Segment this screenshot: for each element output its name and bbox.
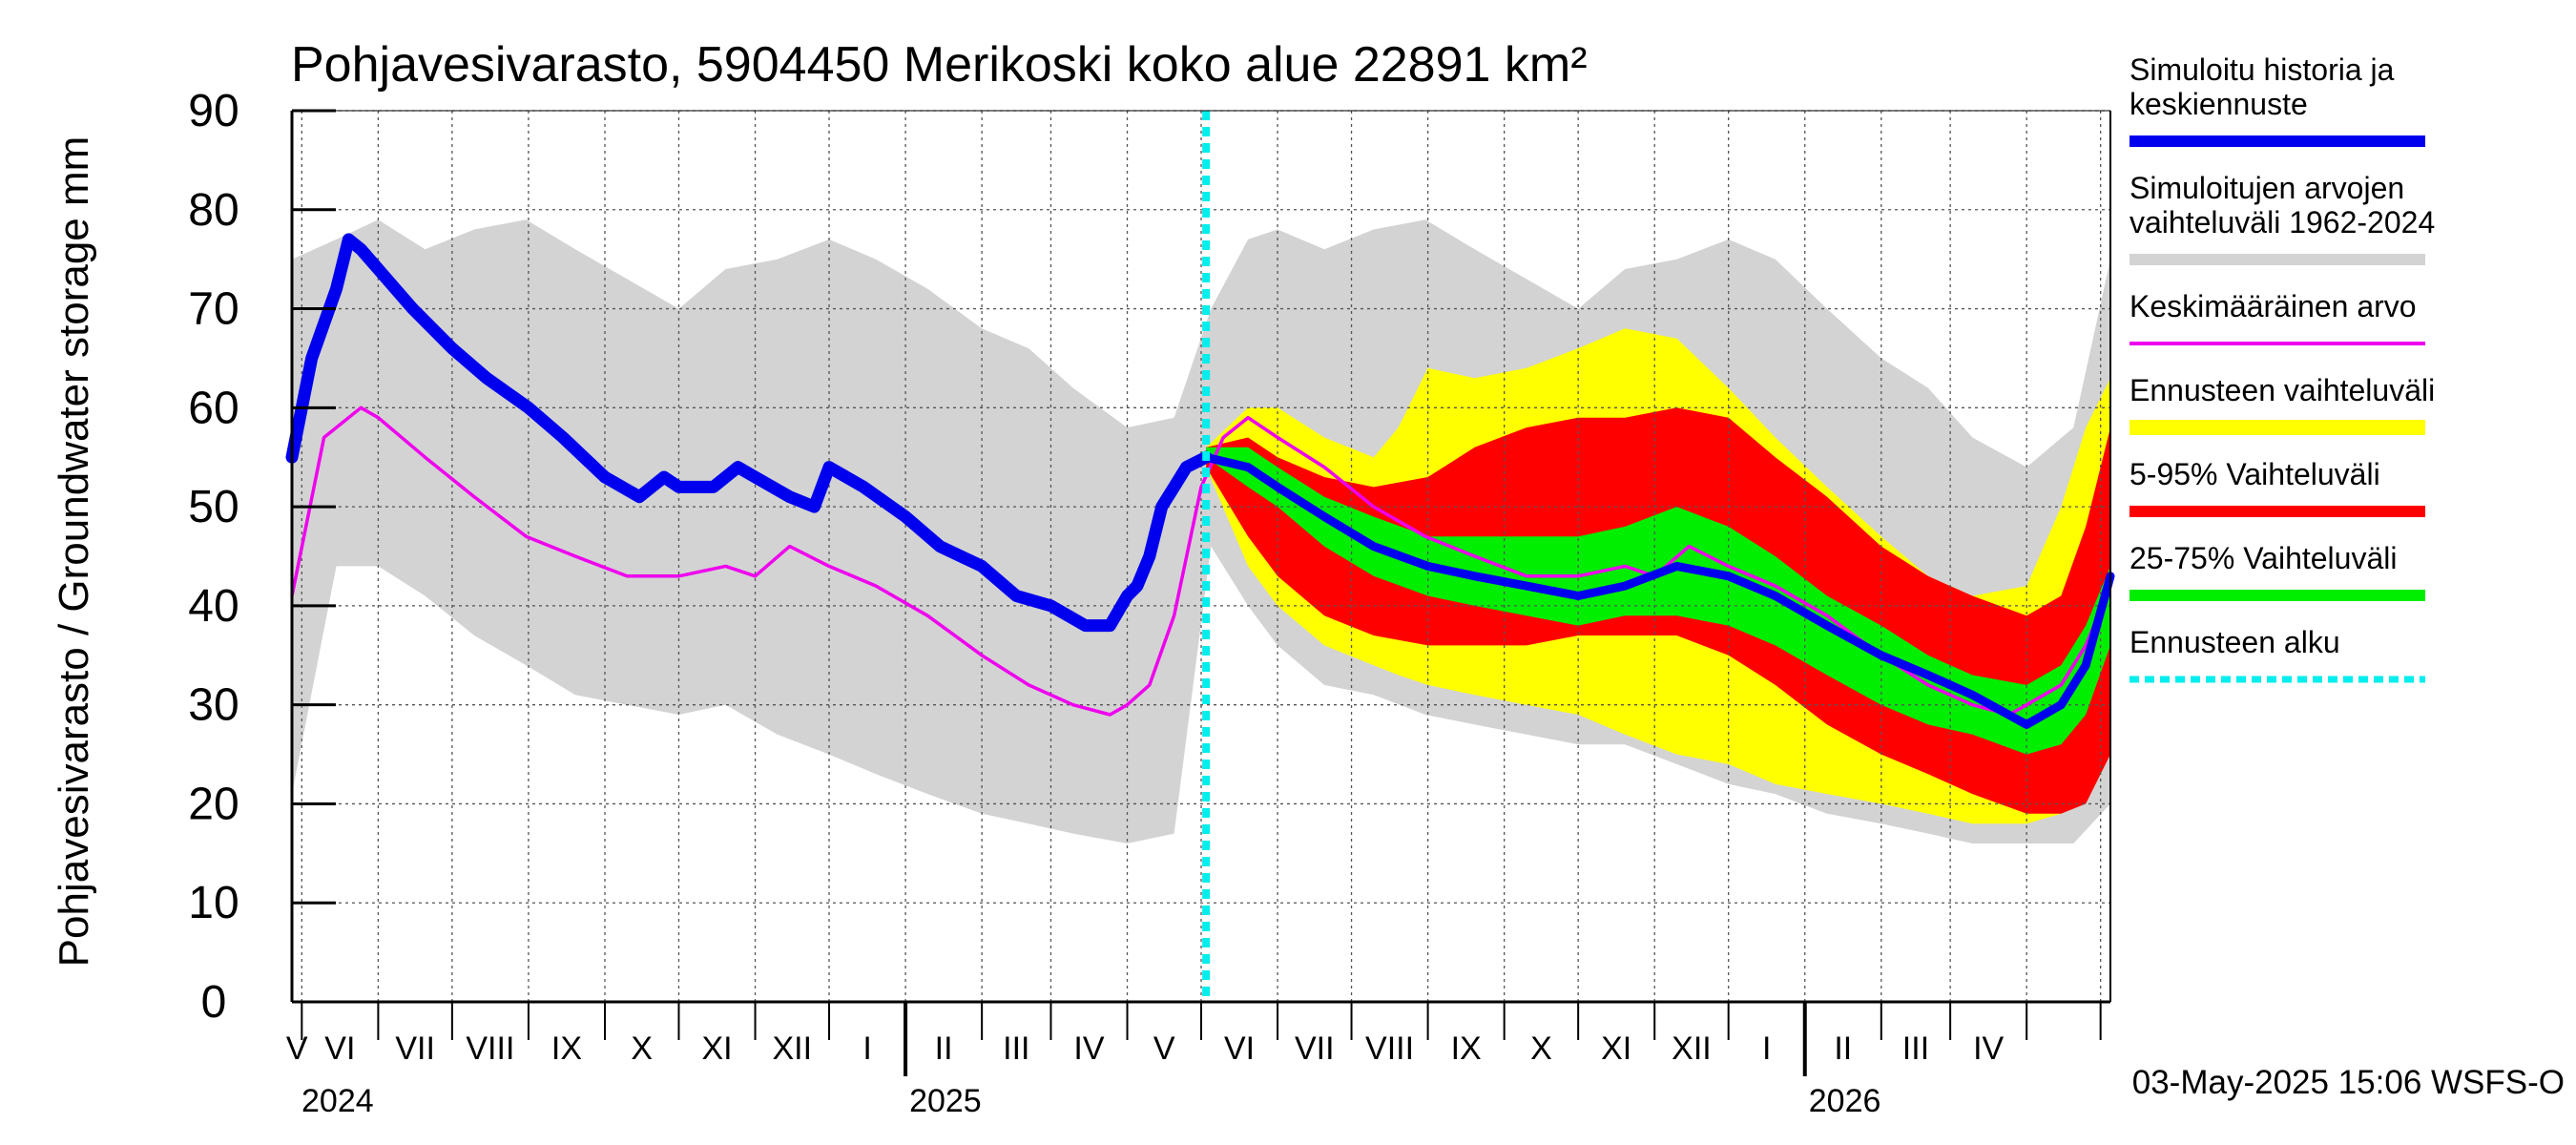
month-label: II — [1834, 1030, 1852, 1067]
month-label: V — [1153, 1030, 1175, 1067]
month-label: IV — [1973, 1030, 2004, 1067]
month-label: XII — [772, 1030, 812, 1067]
year-label: 2024 — [301, 1083, 374, 1119]
y-tick-label: 60 — [188, 383, 239, 433]
forecast-median-line — [1201, 452, 2115, 729]
y-tick-label: 80 — [188, 185, 239, 236]
y-tick-label: 30 — [188, 680, 239, 731]
month-label: VI — [1224, 1030, 1255, 1067]
month-label: VIII — [1365, 1030, 1414, 1067]
month-label: VIII — [466, 1030, 514, 1067]
month-label: I — [862, 1030, 871, 1067]
band-25-75 — [1206, 447, 2110, 755]
month-label: II — [935, 1030, 953, 1067]
year-label: 2025 — [909, 1083, 982, 1119]
legend-label: 5-95% Vaihteluväli — [2129, 457, 2380, 491]
history-line — [285, 233, 1213, 633]
y-tick-label: 0 — [201, 977, 227, 1028]
legend-label: vaihteluväli 1962-2024 — [2129, 205, 2435, 239]
month-label: VI — [324, 1030, 355, 1067]
legend-label: keskiennuste — [2129, 87, 2308, 121]
legend-label: Keskimääräinen arvo — [2129, 289, 2417, 323]
month-label: III — [1003, 1030, 1029, 1067]
chart-title: Pohjavesivarasto, 5904450 Merikoski koko… — [291, 37, 1588, 93]
month-label: X — [1530, 1030, 1552, 1067]
legend-label: Simuloitu historia ja — [2129, 52, 2395, 87]
timestamp: 03-May-2025 15:06 WSFS-O — [2132, 1064, 2565, 1101]
month-label: V — [286, 1030, 308, 1067]
legend-label: Ennusteen vaihteluväli — [2129, 373, 2435, 407]
month-label: IX — [1451, 1030, 1482, 1067]
data-lines — [285, 111, 2115, 1002]
month-label: XI — [1601, 1030, 1631, 1067]
month-label: VII — [395, 1030, 435, 1067]
legend-label: 25-75% Vaihteluväli — [2129, 541, 2397, 575]
y-tick-label: 20 — [188, 779, 239, 829]
grid-lines — [292, 110, 2110, 1002]
y-tick-label: 40 — [188, 581, 239, 632]
y-tick-label: 10 — [188, 878, 239, 928]
month-label: IX — [551, 1030, 582, 1067]
legend-label: Ennusteen alku — [2129, 625, 2340, 659]
y-axis-label: Pohjavesivarasto / Groundwater storage m… — [51, 136, 97, 968]
y-tick-label: 90 — [188, 86, 239, 136]
mean-line — [290, 406, 2112, 717]
month-label: VII — [1295, 1030, 1335, 1067]
month-label: I — [1762, 1030, 1771, 1067]
year-label: 2026 — [1809, 1083, 1881, 1119]
month-label: XI — [701, 1030, 732, 1067]
month-label: X — [631, 1030, 653, 1067]
month-label: XII — [1672, 1030, 1712, 1067]
month-label: III — [1902, 1030, 1929, 1067]
legend-label: Simuloitujen arvojen — [2129, 171, 2404, 205]
y-tick-label: 70 — [188, 284, 239, 335]
y-tick-label: 50 — [188, 482, 239, 532]
month-label: IV — [1073, 1030, 1104, 1067]
